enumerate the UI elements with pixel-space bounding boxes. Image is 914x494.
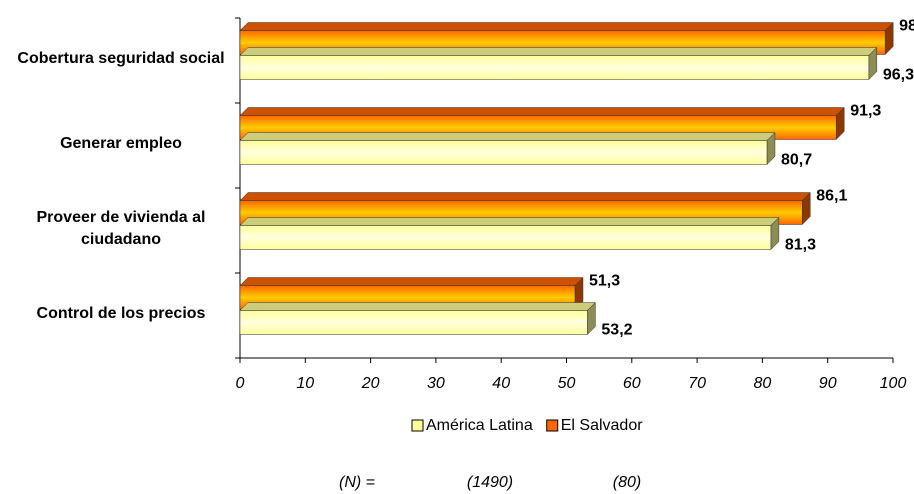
value-label: 91,3: [850, 103, 881, 120]
value-label: 86,1: [816, 188, 847, 205]
x-tick-label: 60: [623, 375, 641, 392]
bar-top: [239, 47, 878, 56]
x-tick-label: 30: [427, 375, 445, 392]
legend-label: El Salvador: [561, 417, 643, 434]
sample-size: (1490): [467, 474, 513, 491]
value-label: 53,2: [601, 322, 632, 339]
bar-top: [239, 277, 584, 286]
category-label: Proveer de vivienda al ciudadano: [36, 208, 206, 248]
value-label: 98,8: [899, 18, 914, 35]
value-label: 81,3: [785, 237, 816, 254]
bar: [239, 225, 772, 250]
x-tick-label: 0: [236, 375, 245, 392]
value-label: 80,7: [781, 152, 812, 169]
bar: [239, 55, 870, 80]
x-tick-label: 10: [296, 375, 314, 392]
legend-swatch: [411, 419, 424, 432]
sample-label: (N) =: [339, 474, 375, 491]
bar-top: [239, 192, 811, 201]
x-tick-label: 70: [688, 375, 706, 392]
bar: [239, 140, 768, 165]
bar-top: [239, 132, 776, 141]
x-tick-label: 90: [819, 375, 837, 392]
category-label: Cobertura seguridad social: [17, 49, 225, 67]
bar: [239, 310, 588, 335]
sample-size: (80): [613, 474, 641, 491]
bar-top: [239, 217, 780, 226]
x-tick-label: 80: [754, 375, 772, 392]
category-label: Generar empleo: [60, 134, 182, 152]
value-label: 96,3: [883, 67, 914, 84]
legend-swatch: [546, 419, 559, 432]
x-tick-label: 100: [880, 375, 907, 392]
value-label: 51,3: [589, 273, 620, 290]
bar-top: [239, 302, 596, 311]
category-label: Control de los precios: [36, 304, 206, 322]
bar-top: [239, 22, 894, 31]
legend-label: América Latina: [426, 417, 533, 434]
bar-top: [239, 107, 845, 116]
x-tick-label: 20: [361, 375, 380, 392]
x-tick-label: 40: [492, 375, 510, 392]
x-tick-label: 50: [558, 375, 576, 392]
